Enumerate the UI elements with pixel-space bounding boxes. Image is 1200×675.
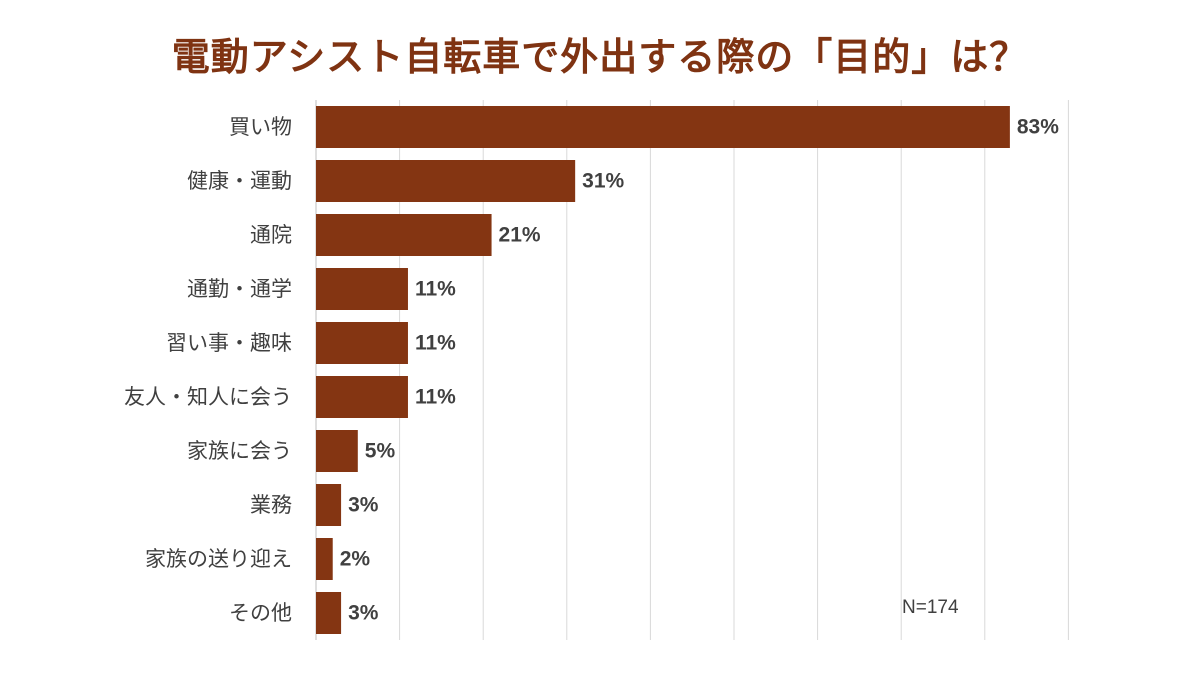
data-label: 11% [415, 332, 456, 355]
sample-size-note: N=174 [902, 597, 959, 618]
category-label: 習い事・趣味 [166, 331, 292, 355]
category-label: 業務 [250, 493, 292, 517]
bar [316, 268, 408, 310]
bar [316, 484, 342, 526]
category-label: 通勤・通学 [187, 277, 292, 301]
bar [316, 592, 342, 634]
category-label: 友人・知人に会う [124, 385, 292, 409]
category-label: 家族の送り迎え [145, 547, 292, 571]
data-label: 2% [340, 548, 371, 571]
bar [316, 160, 576, 202]
bar [316, 214, 492, 256]
category-label: 買い物 [229, 115, 292, 139]
chart-title: 電動アシスト自転車で外出する際の「目的」は？ [171, 35, 1029, 79]
data-label: 83% [1017, 116, 1059, 139]
data-label: 21% [499, 224, 541, 247]
data-label: 11% [415, 278, 456, 301]
category-label: 家族に会う [187, 439, 292, 463]
category-label: 通院 [250, 223, 292, 247]
category-label: その他 [229, 601, 292, 625]
data-label: 31% [582, 170, 624, 193]
bar [316, 376, 408, 418]
bar [316, 430, 358, 472]
data-label: 5% [365, 440, 396, 463]
bar [316, 538, 333, 580]
data-label: 11% [415, 386, 456, 409]
data-label: 3% [348, 602, 379, 625]
bar [316, 322, 408, 364]
data-label: 3% [348, 494, 379, 517]
category-label: 健康・運動 [187, 169, 292, 193]
bar [316, 106, 1010, 148]
